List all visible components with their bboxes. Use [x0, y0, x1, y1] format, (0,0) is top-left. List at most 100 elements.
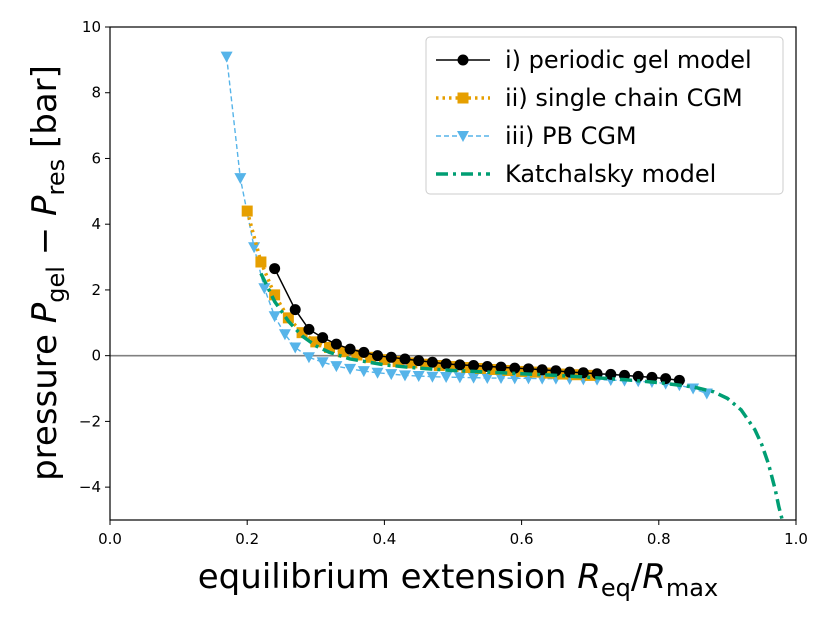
data-point-ii-single-chain-cgm — [241, 205, 253, 217]
data-point-iii-pb-cgm — [440, 372, 453, 384]
x-tick-label: 0.4 — [372, 530, 396, 548]
data-point-i-periodic-gel-model — [413, 355, 425, 367]
data-point-ii-single-chain-cgm — [584, 369, 596, 381]
y-axis-label-base: pressure — [25, 323, 65, 481]
data-point-iii-pb-cgm — [248, 242, 261, 254]
data-point-iii-pb-cgm — [481, 373, 494, 385]
data-point-i-periodic-gel-model — [358, 346, 370, 358]
series-line-katchalsky-model — [259, 272, 784, 520]
data-point-i-periodic-gel-model — [660, 373, 672, 385]
data-point-ii-single-chain-cgm — [255, 256, 267, 268]
x-axis-label-base: equilibrium extension — [198, 557, 577, 597]
x-axis-label-req: R — [577, 557, 601, 597]
data-point-i-periodic-gel-model — [372, 350, 384, 362]
data-point-i-periodic-gel-model — [385, 351, 397, 363]
data-point-i-periodic-gel-model — [303, 323, 315, 335]
data-point-i-periodic-gel-model — [289, 304, 301, 316]
data-point-i-periodic-gel-model — [317, 332, 329, 344]
data-point-ii-single-chain-cgm — [502, 364, 514, 376]
data-point-ii-single-chain-cgm — [310, 336, 322, 348]
data-point-iii-pb-cgm — [330, 361, 343, 373]
y-tick-label: 4 — [91, 215, 101, 233]
data-point-i-periodic-gel-model — [440, 358, 452, 370]
data-point-ii-single-chain-cgm — [570, 369, 582, 381]
y-axis-label-pres: P — [25, 195, 65, 216]
data-point-ii-single-chain-cgm — [529, 366, 541, 378]
data-point-iii-pb-cgm — [412, 371, 425, 383]
data-point-ii-single-chain-cgm — [392, 356, 404, 368]
data-point-iii-pb-cgm — [357, 366, 370, 378]
data-point-iii-pb-cgm — [453, 372, 466, 384]
data-point-iii-pb-cgm — [268, 311, 281, 323]
plot-frame — [109, 26, 797, 521]
data-point-iii-pb-cgm — [398, 370, 411, 382]
legend-label-ii-single-chain-cgm: ii) single chain CGM — [505, 84, 743, 112]
data-point-ii-single-chain-cgm — [282, 312, 294, 324]
data-point-i-periodic-gel-model — [536, 364, 548, 376]
legend-box — [425, 36, 784, 195]
x-tick-label: 1.0 — [784, 530, 808, 548]
x-axis-label: equilibrium extension Req/Rmax — [198, 557, 718, 602]
data-point-ii-single-chain-cgm — [324, 341, 336, 353]
x-axis-label-req-sub: eq — [601, 574, 631, 602]
data-point-i-periodic-gel-model — [399, 353, 411, 365]
legend-label-katchalsky-model: Katchalsky model — [505, 160, 716, 188]
y-axis-label-unit: [bar] — [25, 65, 65, 159]
data-point-iii-pb-cgm — [220, 51, 233, 63]
y-tick-label: −4 — [79, 478, 101, 496]
y-axis-label-pgel-sub: gel — [42, 266, 70, 303]
y-tick-label: 10 — [82, 18, 101, 36]
data-point-iii-pb-cgm — [316, 357, 329, 369]
legend-label-iii-pb-cgm: iii) PB CGM — [505, 122, 637, 150]
data-point-ii-single-chain-cgm — [365, 351, 377, 363]
data-point-i-periodic-gel-model — [495, 361, 507, 373]
legend-label-i-periodic-gel-model: i) periodic gel model — [505, 46, 752, 74]
y-tick-label: 2 — [91, 281, 101, 299]
data-point-ii-single-chain-cgm — [516, 365, 528, 377]
data-point-i-periodic-gel-model — [522, 363, 534, 375]
data-point-iii-pb-cgm — [426, 371, 439, 383]
y-tick-label: −2 — [79, 412, 101, 430]
data-point-ii-single-chain-cgm — [351, 349, 363, 361]
data-point-iii-pb-cgm — [371, 367, 384, 379]
data-point-i-periodic-gel-model — [509, 362, 521, 374]
x-axis-label-rmax: R — [642, 557, 666, 597]
legend-marker-i-periodic-gel-model — [457, 54, 469, 66]
data-point-ii-single-chain-cgm — [406, 357, 418, 369]
y-axis-label-minus: − — [25, 216, 65, 266]
data-point-i-periodic-gel-model — [426, 356, 438, 368]
data-point-i-periodic-gel-model — [454, 359, 466, 371]
x-tick-label: 0.6 — [510, 530, 534, 548]
y-axis-label-pres-sub: res — [42, 159, 70, 196]
legend: i) periodic gel model ii) single chain CG… — [425, 36, 784, 195]
data-point-iii-pb-cgm — [289, 342, 302, 354]
data-point-ii-single-chain-cgm — [461, 361, 473, 373]
data-point-ii-single-chain-cgm — [447, 361, 459, 373]
data-point-i-periodic-gel-model — [468, 360, 480, 372]
data-point-ii-single-chain-cgm — [337, 346, 349, 358]
data-point-i-periodic-gel-model — [330, 338, 342, 350]
data-point-i-periodic-gel-model — [269, 263, 281, 275]
x-tick-label: 0.2 — [235, 530, 259, 548]
data-point-ii-single-chain-cgm — [433, 360, 445, 372]
data-point-ii-single-chain-cgm — [296, 327, 308, 339]
y-tick-label: 0 — [91, 347, 101, 365]
data-point-ii-single-chain-cgm — [378, 354, 390, 366]
data-point-i-periodic-gel-model — [605, 368, 617, 380]
y-tick-label: 6 — [91, 149, 101, 167]
y-axis-label: pressure Pgel − Pres [bar] — [25, 65, 70, 481]
data-point-ii-single-chain-cgm — [269, 289, 281, 301]
data-point-ii-single-chain-cgm — [474, 362, 486, 374]
data-point-ii-single-chain-cgm — [420, 358, 432, 370]
y-axis-label-pgel: P — [25, 302, 65, 323]
data-point-ii-single-chain-cgm — [543, 367, 555, 379]
data-point-iii-pb-cgm — [258, 283, 271, 295]
data-point-iii-pb-cgm — [302, 352, 315, 364]
data-point-i-periodic-gel-model — [344, 343, 356, 355]
x-tick-label: 0.0 — [98, 530, 122, 548]
legend-marker-ii-single-chain-cgm — [457, 92, 469, 104]
legend-marker-iii-pb-cgm — [457, 131, 469, 142]
data-point-iii-pb-cgm — [467, 372, 480, 384]
data-point-iii-pb-cgm — [385, 369, 398, 381]
